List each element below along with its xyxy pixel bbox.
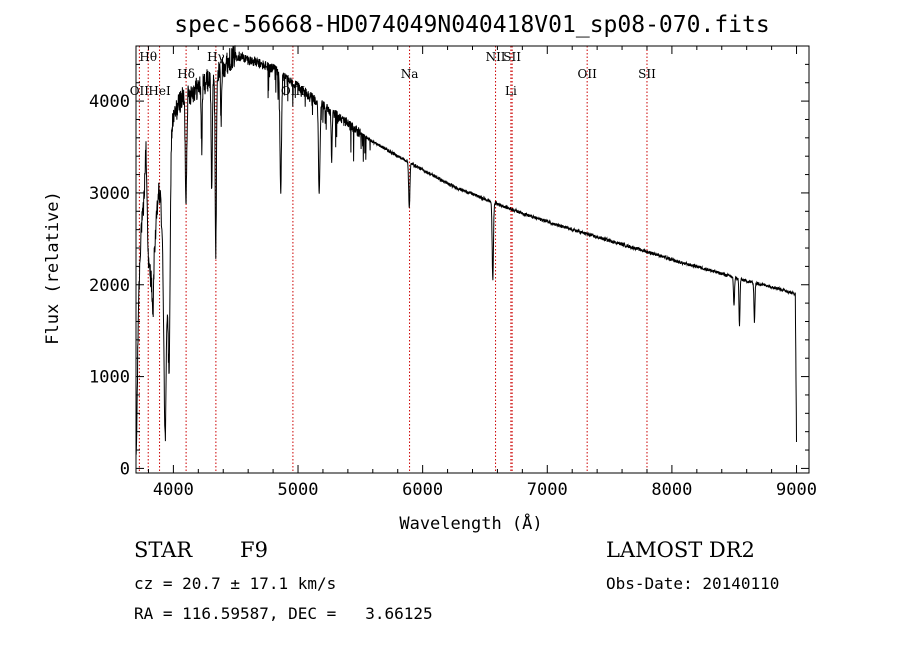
redshift-text: cz = 20.7 ± 17.1 km/s	[134, 574, 337, 593]
x-tick-label: 4000	[153, 480, 194, 500]
x-axis-label: Wavelength (Å)	[399, 512, 542, 534]
emission-line-label: NII	[486, 50, 506, 64]
x-tick-label: 8000	[651, 480, 692, 500]
emission-line-label: Hγ	[207, 50, 225, 64]
y-tick-label: 3000	[89, 184, 130, 204]
y-axis-label: Flux (relative)	[43, 191, 63, 345]
y-axis-ticks: 0 1000 2000 3000 4000	[89, 63, 809, 479]
spectrum-line	[135, 45, 797, 455]
y-tick-label: 2000	[89, 276, 130, 296]
emission-line-label: Li	[505, 84, 517, 98]
x-tick-label: 6000	[402, 480, 443, 500]
emission-line-label: OII	[577, 67, 597, 81]
subclass-label: F9	[240, 538, 268, 562]
emission-line-label: OII	[130, 84, 150, 98]
y-tick-label: 0	[120, 459, 130, 479]
object-type-label: STAR	[134, 538, 193, 562]
emission-line-label: SII	[503, 50, 521, 64]
x-axis-ticks: 4000 5000 6000 7000 8000 9000	[147, 46, 817, 500]
coordinates-text: RA = 116.59587, DEC = 3.66125	[134, 604, 433, 623]
y-tick-label: 1000	[89, 368, 130, 388]
emission-line-label: Hδ	[177, 67, 195, 81]
y-tick-label: 4000	[89, 92, 130, 112]
x-tick-label: 7000	[527, 480, 568, 500]
emission-line-label: SII	[638, 67, 656, 81]
emission-line-markers	[138, 46, 648, 473]
x-tick-label: 9000	[776, 480, 817, 500]
emission-line-label: Na	[401, 67, 419, 81]
survey-label: LAMOST DR2	[606, 538, 755, 562]
x-tick-label: 5000	[278, 480, 319, 500]
plot-frame	[135, 45, 810, 474]
emission-line-label: HeI	[148, 84, 171, 98]
chart-title: spec-56668-HD074049N040418V01_sp08-070.f…	[174, 12, 769, 38]
emission-line-label: Hθ	[139, 50, 157, 64]
obs-date-text: Obs-Date: 20140110	[606, 574, 780, 593]
